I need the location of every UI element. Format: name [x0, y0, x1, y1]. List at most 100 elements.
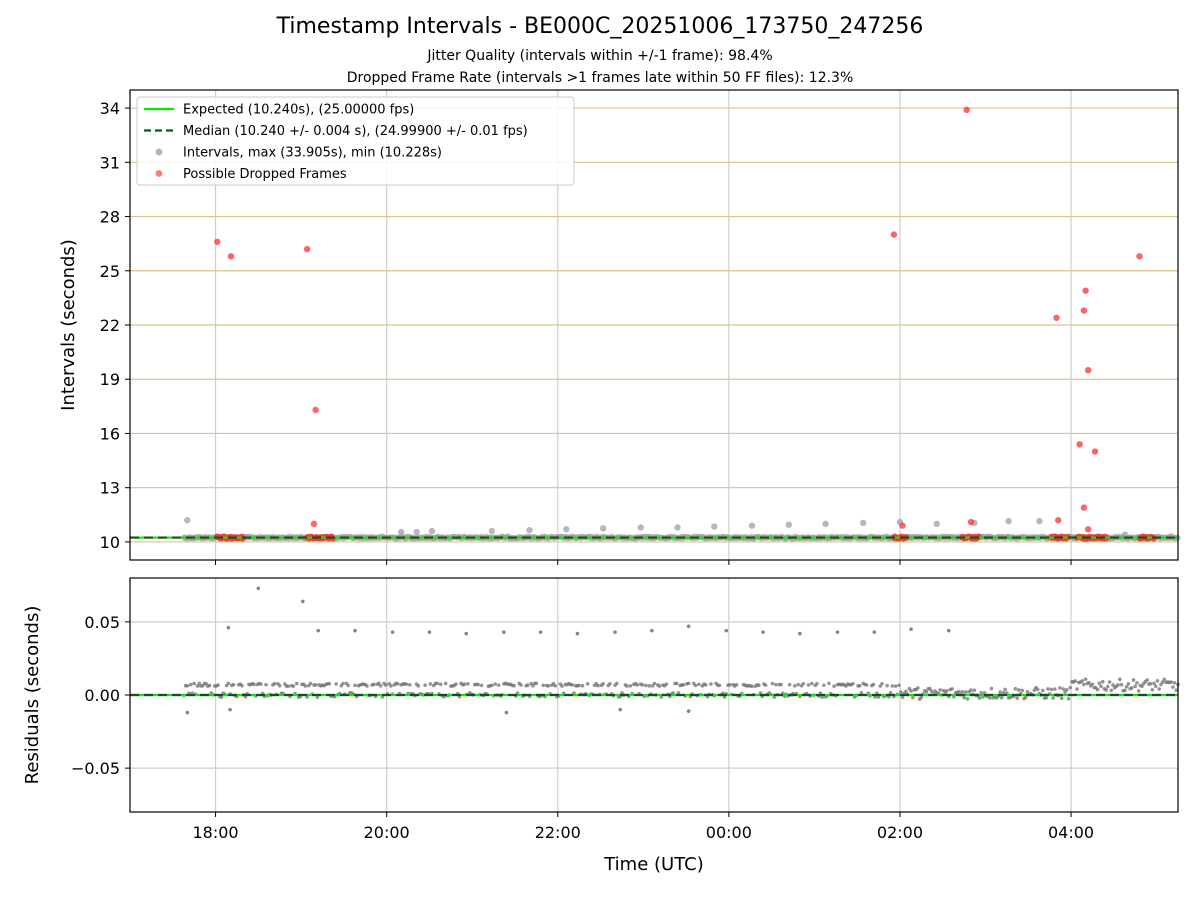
residual-point	[1153, 684, 1158, 689]
dropped-frame-point	[1082, 287, 1089, 294]
residual-point	[476, 682, 480, 687]
y-tick-label: 13	[100, 479, 120, 498]
residual-point	[1061, 687, 1066, 691]
residual-point	[346, 683, 350, 688]
residual-point	[479, 683, 484, 688]
residual-point	[806, 683, 811, 687]
residual-point	[226, 681, 231, 686]
residual-point	[810, 681, 814, 686]
residual-point	[1015, 696, 1019, 700]
residual-point	[264, 682, 268, 687]
y-tick-label: 0.05	[84, 613, 120, 632]
residual-point	[957, 689, 961, 694]
interval-outlier-point	[748, 522, 756, 529]
residual-point	[313, 683, 318, 687]
residual-point	[1100, 679, 1105, 684]
x-tick-label: 00:00	[706, 823, 752, 842]
residual-point	[647, 684, 652, 688]
residual-point	[999, 696, 1004, 700]
residual-point	[1044, 695, 1049, 700]
interval-outlier-point	[428, 527, 436, 535]
residual-point	[383, 683, 388, 687]
residual-point	[822, 683, 826, 688]
residual-point	[893, 684, 898, 688]
interval-outlier-point	[1036, 517, 1043, 525]
residual-point	[664, 682, 669, 686]
residual-point	[1171, 685, 1175, 689]
residual-point	[644, 683, 648, 688]
y-tick-label: 22	[100, 316, 120, 335]
residual-point	[1174, 688, 1179, 693]
dropped-frame-point	[1136, 253, 1143, 260]
residual-point	[801, 681, 806, 686]
residual-point	[1013, 687, 1018, 691]
chart-subtitle-jitter: Jitter Quality (intervals within +/-1 fr…	[427, 48, 773, 64]
residual-point	[1106, 684, 1110, 689]
residual-point	[982, 691, 987, 695]
interval-outlier-point	[859, 519, 867, 527]
residual-point	[750, 684, 754, 688]
intervals-panel: 10 13 16 19 22 25 28 31 34 Intervals (seconds) Exp…	[58, 89, 1181, 565]
residual-point	[216, 683, 220, 687]
dropped-frame-point	[1080, 307, 1088, 314]
y-tick-label: −0.05	[71, 759, 120, 778]
interval-outlier-point	[488, 527, 496, 535]
residual-point	[608, 682, 612, 686]
y-axis-label-residuals: Residuals (seconds)	[22, 606, 43, 785]
residual-point	[987, 696, 992, 700]
residual-point	[423, 683, 427, 688]
residual-point	[1140, 684, 1144, 688]
residual-point	[219, 695, 224, 699]
legend-dot-swatch	[155, 170, 163, 177]
y-tick-label: 16	[100, 424, 120, 443]
residual-point	[389, 684, 393, 688]
residual-point	[1080, 679, 1084, 683]
chart-title: Timestamp Intervals - BE000C_20251006_17…	[276, 14, 924, 39]
residual-point	[998, 690, 1002, 694]
residual-spike-point	[353, 628, 357, 633]
residual-point	[291, 684, 296, 688]
residual-point	[295, 681, 299, 686]
residual-point	[541, 683, 546, 688]
residual-point	[820, 695, 824, 699]
residuals-panel: 18:00 20:00 22:00 00:00 02:00 04:00 −0.05 0.00 0…	[22, 577, 1180, 875]
residual-point	[305, 695, 309, 699]
y-tick-label: 25	[100, 262, 120, 281]
residual-point	[792, 684, 797, 688]
residual-point	[438, 682, 443, 687]
residual-point	[580, 683, 585, 688]
residual-point	[526, 683, 530, 687]
residual-spike-point	[650, 628, 654, 633]
residual-point	[681, 682, 686, 687]
dropped-frame-point	[1076, 441, 1083, 448]
residual-point	[560, 684, 564, 688]
residual-point	[1123, 688, 1127, 693]
interval-outlier-point	[184, 517, 191, 524]
interval-outlier-point	[637, 524, 644, 531]
interval-outlier-point	[933, 520, 940, 528]
residual-point	[1058, 686, 1062, 690]
residual-point	[717, 683, 722, 688]
x-tick-label: 20:00	[364, 823, 410, 842]
residual-point	[899, 690, 903, 694]
residual-point	[815, 681, 819, 686]
residual-point	[674, 681, 679, 686]
residual-point	[188, 682, 193, 687]
dropped-frame-point	[1080, 504, 1088, 511]
residual-point	[515, 691, 520, 695]
residual-spike-point	[538, 630, 543, 634]
residual-point	[512, 683, 516, 688]
residual-spike-point	[872, 630, 877, 634]
residual-point	[703, 683, 708, 687]
residual-spike-point	[686, 709, 691, 713]
residual-point	[774, 682, 778, 687]
residual-spike-point	[618, 707, 623, 712]
residual-point	[277, 683, 282, 688]
residual-spike-point	[256, 586, 261, 591]
residual-point	[640, 683, 645, 687]
residual-point	[1023, 695, 1028, 700]
x-axis-label: Time (UTC)	[603, 854, 704, 875]
dropped-frame-point	[310, 520, 318, 528]
chart-subtitle-dropped: Dropped Frame Rate (intervals >1 frames …	[346, 70, 854, 86]
residual-point	[1124, 684, 1129, 689]
